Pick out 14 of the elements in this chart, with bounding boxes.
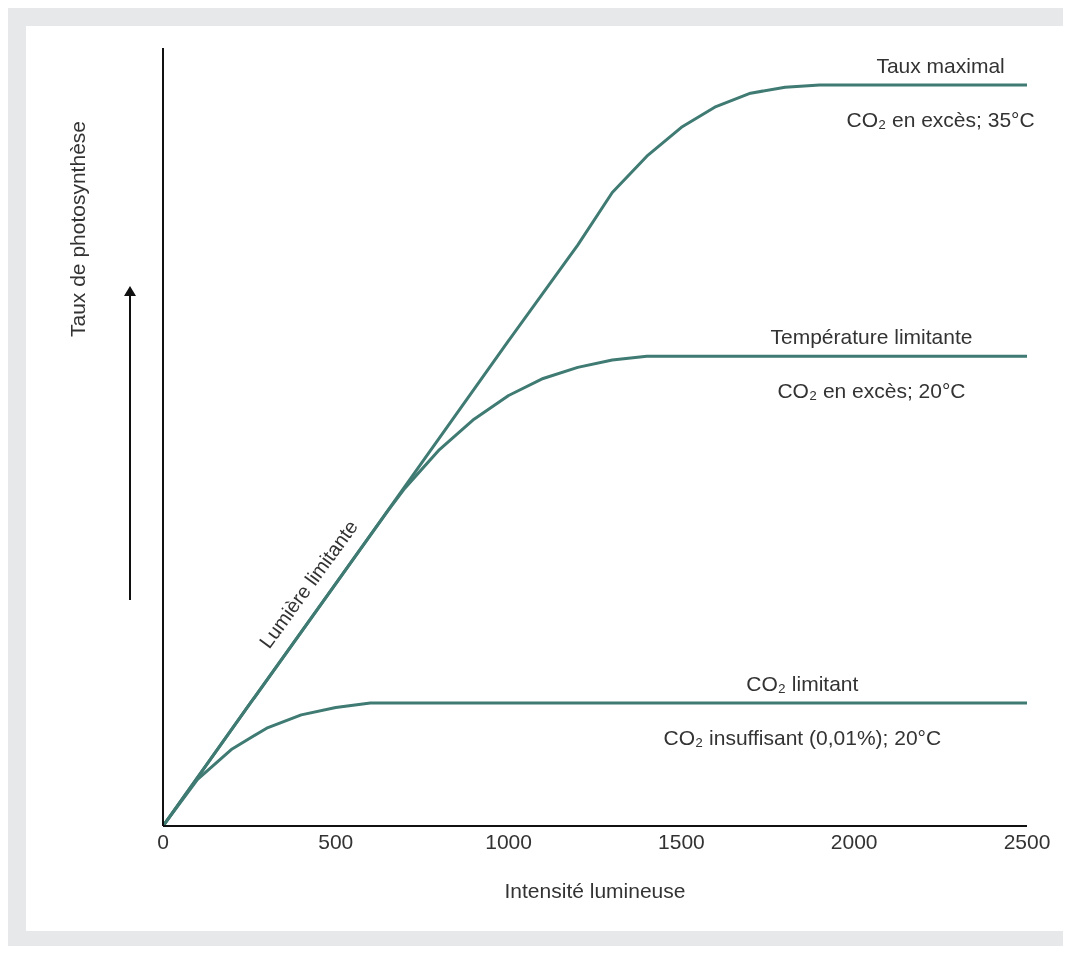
annotation: Taux maximal bbox=[876, 54, 1005, 78]
annotation: CO₂ en excès; 20°C bbox=[777, 379, 966, 403]
annotation: CO₂ en excès; 35°C bbox=[846, 108, 1035, 132]
annotation: CO₂ insuffisant (0,01%); 20°C bbox=[663, 726, 942, 749]
x-tick-label: 1500 bbox=[658, 829, 705, 853]
y-axis-title: Taux de photosynthèse bbox=[66, 121, 90, 337]
annotation: Température limitante bbox=[770, 325, 973, 349]
x-tick-label: 500 bbox=[318, 829, 354, 853]
x-axis-title: Intensité lumineuse bbox=[504, 879, 686, 902]
x-tick-label: 2500 bbox=[1003, 829, 1051, 853]
x-tick-label: 0 bbox=[157, 829, 169, 853]
annotation: CO₂ limitant bbox=[746, 672, 859, 695]
x-tick-label: 2000 bbox=[830, 829, 878, 853]
x-tick-label: 1000 bbox=[485, 829, 532, 853]
